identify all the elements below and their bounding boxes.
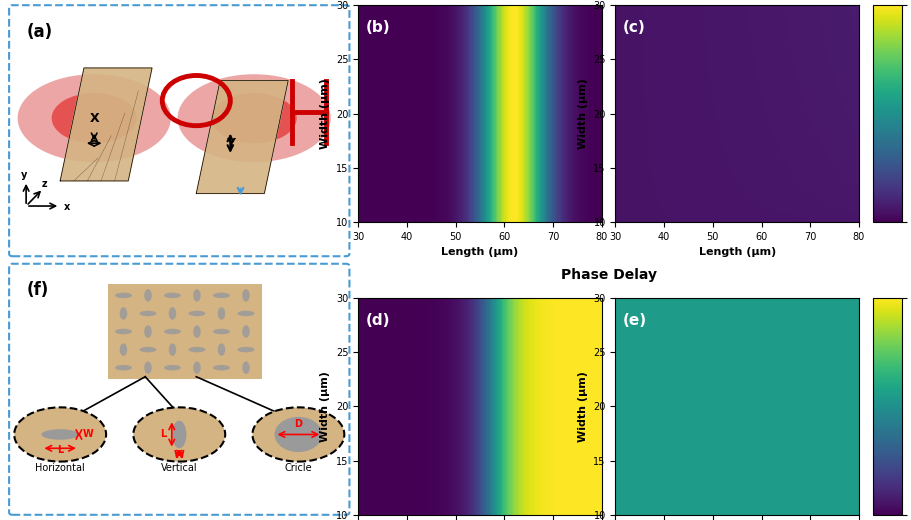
Ellipse shape [115,365,132,370]
Text: (c): (c) [623,20,646,35]
Ellipse shape [213,293,230,298]
Text: x: x [64,202,70,212]
Ellipse shape [169,343,176,356]
Ellipse shape [139,347,157,353]
Text: W: W [82,430,93,439]
X-axis label: Length (μm): Length (μm) [699,248,776,257]
Polygon shape [196,81,288,193]
Ellipse shape [144,326,152,338]
Text: W: W [174,450,185,460]
FancyBboxPatch shape [9,264,350,515]
Text: D: D [294,419,302,429]
Text: Vertical: Vertical [161,463,198,473]
Ellipse shape [242,361,250,374]
Text: X: X [89,112,99,125]
Y-axis label: Width (μm): Width (μm) [321,371,331,442]
Ellipse shape [52,93,137,144]
Y-axis label: Width (μm): Width (μm) [578,78,588,149]
Ellipse shape [164,293,181,298]
Ellipse shape [41,429,79,440]
Text: y: y [21,171,27,180]
Ellipse shape [172,421,187,448]
Ellipse shape [193,361,200,374]
Ellipse shape [193,326,200,338]
Ellipse shape [15,407,106,462]
Text: (b): (b) [365,20,390,35]
Ellipse shape [178,74,331,162]
Ellipse shape [211,93,297,144]
Ellipse shape [193,289,200,302]
Text: Cricle: Cricle [284,463,312,473]
Y-axis label: Width (μm): Width (μm) [578,371,588,442]
Text: z: z [41,179,47,189]
X-axis label: Length (μm): Length (μm) [441,248,518,257]
Ellipse shape [189,347,206,353]
Ellipse shape [242,289,250,302]
Text: Y: Y [226,137,235,150]
Text: (a): (a) [26,23,52,41]
Ellipse shape [213,329,230,334]
Ellipse shape [252,407,344,462]
Ellipse shape [144,361,152,374]
Text: (f): (f) [26,281,48,300]
Ellipse shape [133,407,225,462]
Ellipse shape [119,343,128,356]
Ellipse shape [17,74,170,162]
Text: L: L [160,430,167,439]
Ellipse shape [144,289,152,302]
Ellipse shape [238,347,254,353]
Ellipse shape [115,293,132,298]
Ellipse shape [218,343,225,356]
Ellipse shape [169,307,176,320]
Polygon shape [60,68,152,181]
Text: Phase Delay: Phase Delay [560,268,657,282]
Ellipse shape [164,329,181,334]
Ellipse shape [119,307,128,320]
Y-axis label: Width (μm): Width (μm) [321,78,331,149]
Bar [107,284,261,379]
Text: (e): (e) [623,313,647,328]
Ellipse shape [213,365,230,370]
Text: (d): (d) [365,313,390,328]
FancyBboxPatch shape [9,5,350,256]
Text: L: L [57,445,63,456]
Ellipse shape [218,307,225,320]
Ellipse shape [115,329,132,334]
Ellipse shape [139,311,157,316]
Ellipse shape [164,365,181,370]
Circle shape [274,417,322,452]
Ellipse shape [238,311,254,316]
Text: Horizontal: Horizontal [36,463,85,473]
Ellipse shape [189,311,206,316]
Ellipse shape [242,326,250,338]
